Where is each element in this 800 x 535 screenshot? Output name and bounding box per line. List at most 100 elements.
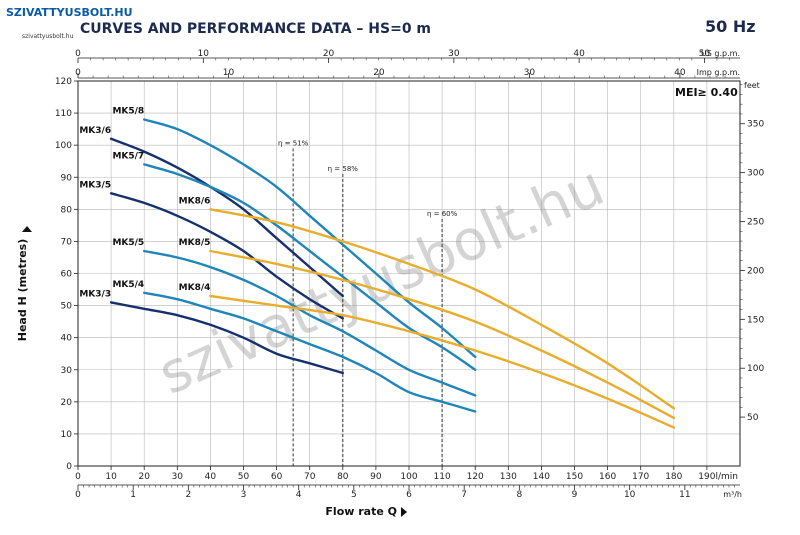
y-tick-label: 100 — [55, 141, 72, 151]
us-gpm-axis-tick-label: 50 — [699, 49, 711, 59]
feet-tick-label: 250 — [747, 218, 764, 228]
logo-text: SZIVATTYUSBOLT.HU — [6, 6, 133, 19]
us-gpm-axis-tick-label: 30 — [448, 49, 460, 59]
curve-labels: MK3/3 MK3/5 MK3/6 MK5/4 MK5/5 MK5/7 MK5/8 MK8/4… — [79, 107, 210, 300]
imp-gpm-axis-tick-label: 0 — [75, 68, 81, 78]
y-tick-label: 110 — [55, 109, 72, 119]
curve-mk8-5 — [209, 249, 675, 420]
mei-label: MEI≥ 0.40 — [675, 86, 738, 99]
bottom-axes: 0 10 20 30 40 50 60 70 80 90 100 110 120 130 140 150 160… — [75, 466, 742, 500]
x-axis-arrow-icon — [401, 507, 407, 517]
x-axis-title: Flow rate Q — [325, 505, 397, 518]
m3h-axis-tick-label: 2 — [185, 490, 191, 500]
curve-label-mk5-5: MK5/5 — [112, 238, 144, 248]
y-tick-label: 20 — [61, 398, 73, 408]
feet-unit-label: feet — [744, 81, 760, 90]
curve-mk3-3 — [109, 301, 344, 375]
x-tick-label: 70 — [304, 472, 316, 482]
y-tick-label: 0 — [66, 462, 72, 472]
m3h-axis-tick-label: 8 — [516, 490, 522, 500]
us-gpm-axis-tick-label: 10 — [198, 49, 210, 59]
m3h-axis-tick-label: 9 — [572, 490, 578, 500]
grid — [78, 80, 741, 467]
curve-mk3-6 — [109, 137, 344, 298]
curve-mk3-5 — [109, 192, 344, 320]
curve-label-mk3-3: MK3/3 — [79, 289, 111, 299]
m3h-axis-tick-label: 11 — [679, 490, 690, 500]
m3h-axis-tick-label: 10 — [624, 490, 636, 500]
x-tick-label: 20 — [138, 472, 150, 482]
x-tick-label: 40 — [205, 472, 217, 482]
x-tick-label: 180 — [665, 472, 682, 482]
us-gpm-axis-unit-label: US g.p.m. — [701, 49, 740, 58]
x-tick-label: 130 — [500, 472, 517, 482]
m3h-axis-tick-label: 3 — [241, 490, 247, 500]
curve-mk8-4 — [209, 294, 675, 429]
y-tick-label: 60 — [61, 270, 73, 280]
frequency-label: 50 Hz — [705, 17, 756, 36]
x-tick-label: 30 — [172, 472, 184, 482]
x-tick-label: 160 — [599, 472, 616, 482]
chart-title: CURVES AND PERFORMANCE DATA – HS=0 m — [80, 21, 431, 37]
pump-curves — [109, 118, 675, 429]
y-tick-label: 120 — [55, 77, 72, 87]
m3h-axis-tick-label: 0 — [75, 490, 81, 500]
feet-tick-label: 300 — [747, 169, 764, 179]
efficiency-label: η = 58% — [328, 165, 359, 173]
m3h-axis-tick-label: 6 — [406, 490, 412, 500]
curve-label-mk8-6: MK8/6 — [179, 196, 211, 206]
x-tick-label: 150 — [566, 472, 583, 482]
imp-gpm-axis-tick-label: 40 — [674, 68, 686, 78]
curve-label-mk3-6: MK3/6 — [79, 126, 111, 136]
curve-label-mk8-4: MK8/4 — [179, 283, 211, 293]
x-tick-label: 80 — [337, 472, 349, 482]
us-gpm-axis-tick-label: 40 — [573, 49, 585, 59]
y-axis-feet: feet 50 100 150 200 250 300 350 — [740, 81, 764, 423]
m3h-axis-tick-label: 5 — [351, 490, 357, 500]
x-tick-label: 170 — [632, 472, 649, 482]
x-tick-label: 90 — [370, 472, 382, 482]
x-tick-label: 10 — [105, 472, 117, 482]
feet-tick-label: 50 — [747, 413, 759, 423]
x-tick-label: 110 — [434, 472, 451, 482]
y-tick-label: 70 — [61, 237, 73, 247]
y-tick-label: 90 — [61, 173, 73, 183]
curve-mk8-6 — [209, 208, 675, 410]
x-tick-label: 0 — [75, 472, 81, 482]
y-tick-label: 80 — [61, 205, 73, 215]
curve-label-mk5-4: MK5/4 — [112, 280, 144, 290]
x-tick-label: 190 — [698, 472, 715, 482]
y-axis-head: 0 10 20 30 40 50 60 70 80 90 100 110 120 — [55, 77, 78, 472]
x-unit-label: l/min — [715, 472, 738, 482]
m3h-axis-unit-label: m³/h — [723, 490, 742, 499]
y-axis-arrow-icon — [22, 226, 32, 232]
m3h-axis-tick-label: 7 — [461, 490, 467, 500]
curve-label-mk8-5: MK8/5 — [179, 238, 211, 248]
curve-mk5-5 — [143, 249, 477, 397]
imp-gpm-axis-tick-label: 30 — [524, 68, 536, 78]
y-tick-label: 10 — [61, 430, 73, 440]
feet-tick-label: 150 — [747, 315, 764, 325]
us-gpm-axis-tick-label: 0 — [75, 49, 81, 59]
feet-tick-label: 350 — [747, 120, 764, 130]
x-tick-label: 100 — [400, 472, 417, 482]
x-tick-label: 60 — [271, 472, 283, 482]
x-tick-label: 50 — [238, 472, 250, 482]
curve-label-mk5-7: MK5/7 — [112, 151, 144, 161]
imp-gpm-axis-tick-label: 20 — [373, 68, 385, 78]
plot-frame — [77, 80, 741, 467]
m3h-axis-tick-label: 1 — [130, 490, 136, 500]
imp-gpm-axis-unit-label: Imp g.p.m. — [697, 68, 740, 77]
x-tick-label: 120 — [467, 472, 484, 482]
m3h-axis-tick-label: 4 — [296, 490, 302, 500]
y-tick-label: 30 — [61, 366, 73, 376]
curve-mk5-4 — [143, 291, 477, 413]
feet-tick-label: 100 — [747, 364, 764, 374]
imp-gpm-axis-tick-label: 10 — [223, 68, 235, 78]
y-axis-title: Head H (metres) — [16, 239, 29, 342]
efficiency-label: η = 60% — [427, 210, 458, 218]
y-tick-label: 50 — [61, 302, 73, 312]
us-gpm-axis-tick-label: 20 — [323, 49, 335, 59]
